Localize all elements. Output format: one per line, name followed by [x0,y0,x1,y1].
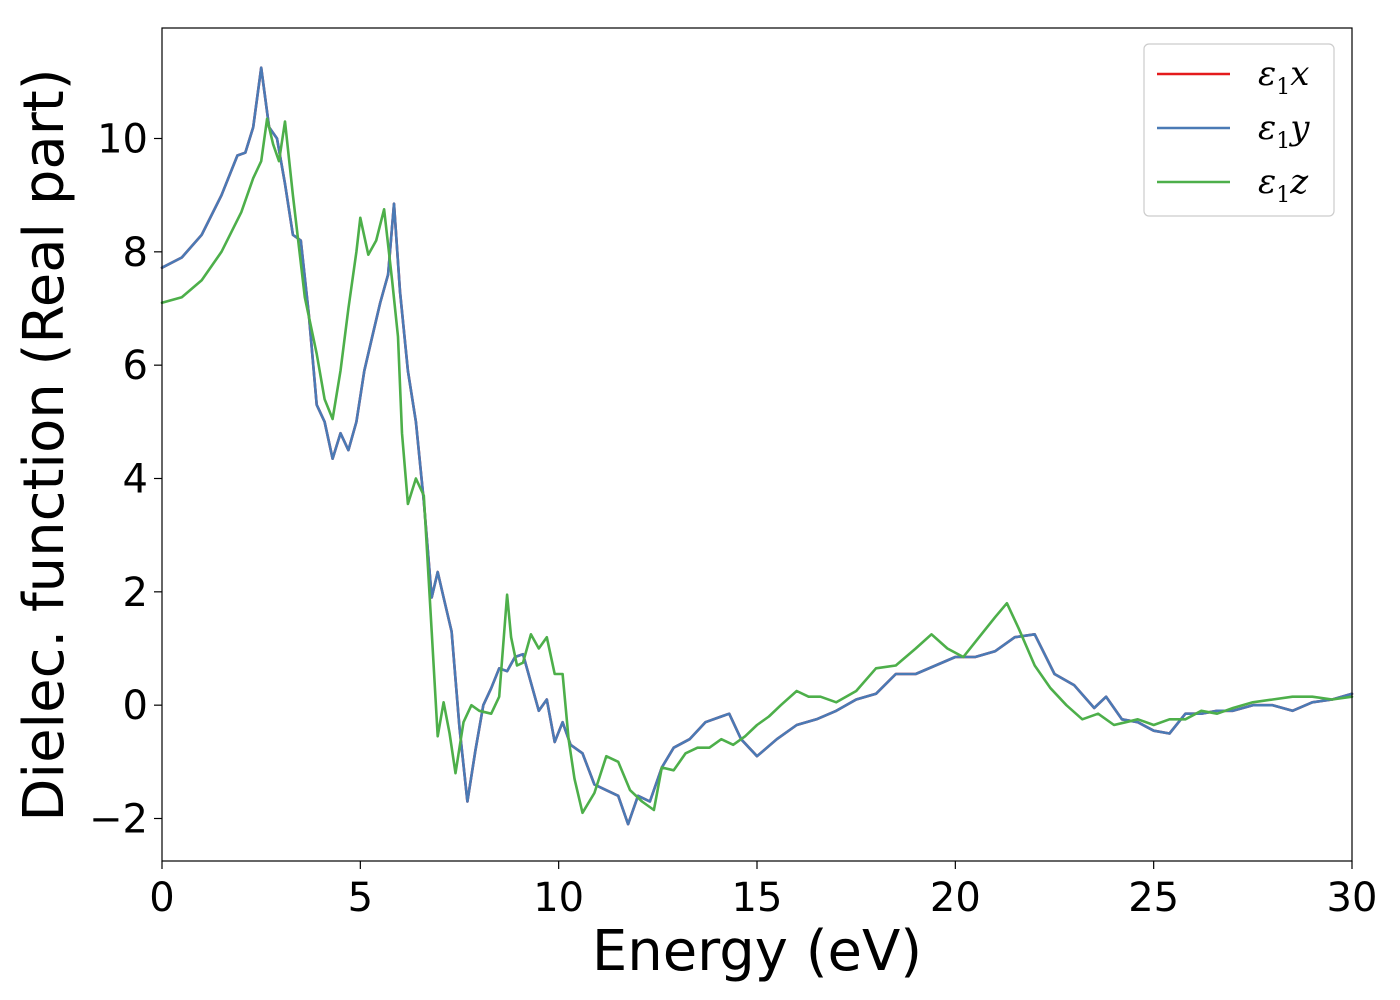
legend-label-x: ε1x [1258,54,1309,100]
x-tick-label: 30 [1327,875,1378,921]
legend-label-y: ε1y [1258,108,1310,154]
x-axis-title: Energy (eV) [592,919,922,984]
legend: ε1x ε1y ε1z [1143,43,1335,217]
legend-frame [1143,43,1335,217]
y-axis-title: Dielec. function (Real part) [12,68,77,821]
series-line-z [160,117,1354,815]
x-tick-label: 25 [1128,875,1179,921]
legend-label-z: ε1z [1258,162,1309,208]
x-tick-label: 0 [149,875,174,921]
x-tick-label: 10 [533,875,584,921]
y-tick-label: 2 [123,570,148,616]
y-tick-label: 8 [123,230,148,276]
y-axis: −2 0 2 4 6 8 10 [89,117,162,843]
x-tick-label: 20 [930,875,981,921]
x-tick-label: 5 [348,875,373,921]
y-tick-label: 0 [123,683,148,729]
y-tick-label: 6 [123,343,148,389]
y-tick-label: 4 [123,457,148,503]
x-axis: 0 5 10 15 20 25 30 [149,861,1377,921]
series-layer [160,66,1354,826]
x-tick-label: 15 [732,875,783,921]
y-tick-label: −2 [89,797,148,843]
y-tick-label: 10 [97,117,148,163]
